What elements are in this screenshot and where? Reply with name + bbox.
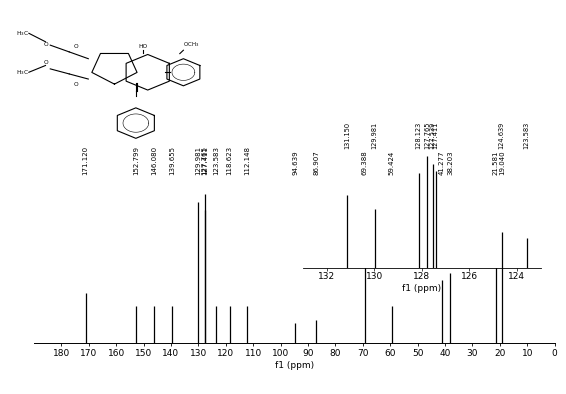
Text: 124.639: 124.639 xyxy=(499,121,504,149)
Text: O: O xyxy=(74,82,79,87)
Text: 146.080: 146.080 xyxy=(151,146,157,175)
Text: O: O xyxy=(43,61,48,65)
Text: HO: HO xyxy=(139,45,148,49)
Text: 152.799: 152.799 xyxy=(133,146,139,175)
Text: 86.907: 86.907 xyxy=(314,151,319,175)
Text: 127.765: 127.765 xyxy=(201,146,208,175)
Text: 94.639: 94.639 xyxy=(292,151,298,175)
Text: 139.655: 139.655 xyxy=(169,146,175,175)
Text: O: O xyxy=(74,44,79,48)
Text: 69.388: 69.388 xyxy=(362,151,367,175)
Text: 131.150: 131.150 xyxy=(344,121,350,149)
Text: 129.981: 129.981 xyxy=(371,121,378,149)
X-axis label: f1 (ppm): f1 (ppm) xyxy=(275,361,314,370)
Text: 123.583: 123.583 xyxy=(213,146,219,175)
Text: 21.581: 21.581 xyxy=(492,151,499,175)
Text: 127.765: 127.765 xyxy=(424,121,430,149)
Text: 127.411: 127.411 xyxy=(432,121,439,149)
Text: 59.424: 59.424 xyxy=(389,151,395,175)
Text: H$_3$C: H$_3$C xyxy=(16,29,29,38)
Text: 128.123: 128.123 xyxy=(416,121,422,149)
Text: 129.981: 129.981 xyxy=(195,146,201,175)
Text: 38.203: 38.203 xyxy=(447,151,453,175)
Text: 118.623: 118.623 xyxy=(226,146,233,175)
Text: 112.148: 112.148 xyxy=(245,146,250,175)
Text: OCH$_3$: OCH$_3$ xyxy=(183,41,200,49)
Text: H$_3$C: H$_3$C xyxy=(16,68,29,77)
Text: O: O xyxy=(43,42,48,47)
Text: 123.583: 123.583 xyxy=(524,121,530,149)
Text: 127.411: 127.411 xyxy=(203,146,208,175)
Text: 41.277: 41.277 xyxy=(439,151,444,175)
X-axis label: f1 (ppm): f1 (ppm) xyxy=(402,284,441,293)
Text: 171.120: 171.120 xyxy=(83,146,89,175)
Text: 127.539: 127.539 xyxy=(430,121,436,149)
Text: 19.040: 19.040 xyxy=(500,151,505,175)
